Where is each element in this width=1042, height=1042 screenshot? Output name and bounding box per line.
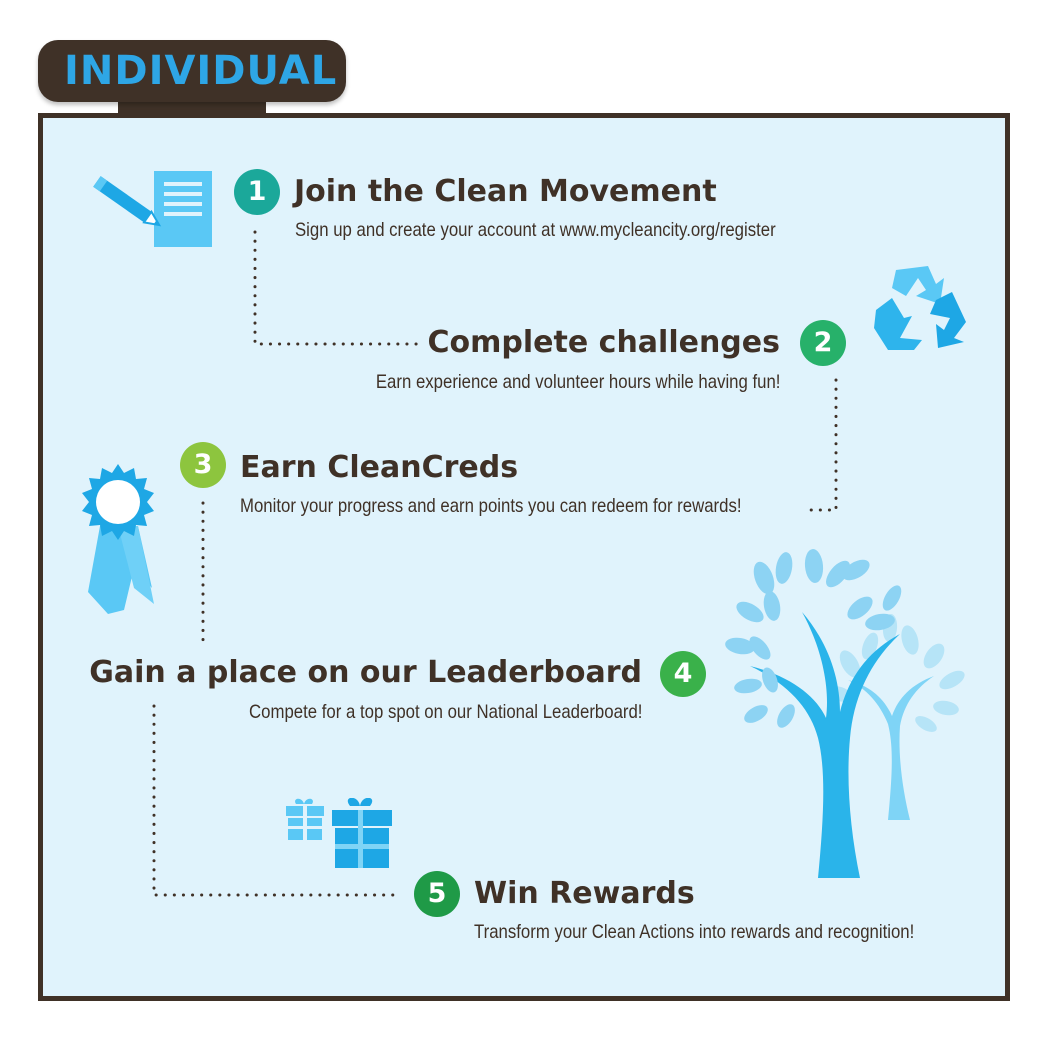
header-tab: [38, 40, 346, 102]
step-2-description: Earn experience and volunteer hours whil…: [375, 371, 780, 393]
connector-1-2: [253, 230, 422, 346]
step-3-description: Monitor your progress and earn points yo…: [240, 495, 742, 517]
tree-icon: [725, 549, 965, 878]
step-4-badge: 4: [660, 651, 706, 697]
connector-2-3: [806, 378, 838, 512]
gift-icon: [286, 798, 392, 868]
step-5-title: Win Rewards: [474, 876, 695, 911]
header-title: INDIVIDUAL: [64, 48, 338, 94]
ribbon-award-icon: [82, 464, 154, 614]
step-2-title: Complete challenges: [427, 325, 780, 360]
step-2-badge: 2: [800, 320, 846, 366]
step-3-badge: 3: [180, 442, 226, 488]
step-4-title: Gain a place on our Leaderboard: [89, 655, 642, 690]
connector-4-5: [152, 704, 397, 897]
document-pencil-icon: [93, 171, 212, 247]
recycle-icon: [874, 266, 966, 350]
step-1-badge: 1: [234, 169, 280, 215]
step-5-badge: 5: [414, 871, 460, 917]
step-5-description: Transform your Clean Actions into reward…: [474, 921, 915, 943]
step-4-description: Compete for a top spot on our National L…: [248, 701, 642, 723]
step-3-title: Earn CleanCreds: [240, 450, 519, 485]
step-1-description: Sign up and create your account at www.m…: [295, 219, 776, 241]
step-1-title: Join the Clean Movement: [294, 174, 717, 209]
